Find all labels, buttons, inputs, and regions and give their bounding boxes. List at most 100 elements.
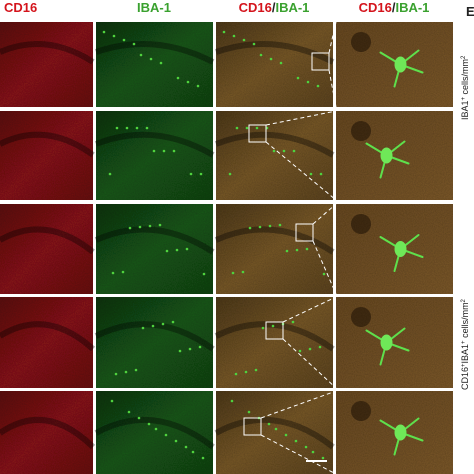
cell-dot [191, 450, 195, 454]
cell-dot [274, 427, 278, 431]
cell-dot [316, 84, 320, 88]
cell-dot [178, 349, 182, 353]
cell-dot [159, 61, 163, 65]
cell-dot [261, 326, 265, 330]
micrograph [0, 22, 93, 107]
zoom-line [260, 434, 337, 474]
cell-dot [185, 247, 189, 251]
tissue-layer [0, 321, 96, 352]
cell-dot [271, 324, 275, 328]
micrograph [96, 297, 213, 388]
cell-dot [162, 149, 166, 153]
microglia-body [380, 334, 393, 351]
cell-dot [278, 223, 282, 227]
zoom-line [312, 203, 337, 225]
cell-dot [319, 172, 323, 176]
cell-dot [291, 320, 295, 324]
zoom-box [311, 52, 330, 71]
axis-label: CD16+IBA1+ cells/mm2 [460, 298, 470, 390]
zoom-box [265, 321, 284, 340]
zoom-line [265, 141, 337, 201]
tissue-layer [214, 416, 335, 450]
tissue-layer [0, 41, 95, 65]
cell-dot [321, 456, 325, 460]
cell-dot [242, 38, 246, 42]
cell-dot [115, 126, 119, 130]
cell-dot [174, 439, 178, 443]
microglia-body [380, 147, 393, 164]
zoom-line [312, 240, 337, 295]
zoom-line [260, 390, 337, 419]
cell-dot [176, 76, 180, 80]
cell-dot [189, 172, 193, 176]
cell-dot [196, 84, 200, 88]
micrograph [96, 204, 213, 294]
cell-dot [171, 320, 175, 324]
cell-dot [254, 368, 258, 372]
cell-dot [279, 61, 283, 65]
cell-dot [161, 322, 165, 326]
cell-dot [186, 80, 190, 84]
microglia-body [394, 241, 407, 257]
cell-dot [102, 30, 106, 34]
cell-dot [202, 272, 206, 276]
micrograph [216, 111, 333, 200]
col-header: IBA-1 [137, 0, 171, 15]
cell-dot [132, 42, 136, 46]
microglia-body [394, 424, 407, 441]
tissue-layer [214, 321, 335, 352]
tissue-layer [94, 131, 215, 158]
cell-dot [164, 433, 168, 437]
cell-dot [305, 247, 309, 251]
cell-dot [152, 149, 156, 153]
micrograph [0, 204, 93, 294]
zoom-box [243, 417, 262, 436]
zoom-line [282, 338, 337, 389]
cell-dot [232, 34, 236, 38]
cell-dot [158, 223, 162, 227]
cell-dot [151, 324, 155, 328]
cell-dot [285, 249, 289, 253]
cell-dot [137, 416, 141, 420]
cell-dot [138, 225, 142, 229]
cell-dot [296, 76, 300, 80]
cell-dot [230, 399, 234, 403]
nucleus-shadow [351, 121, 371, 141]
cell-dot [222, 30, 226, 34]
cell-dot [139, 53, 143, 57]
micrograph [216, 22, 333, 107]
image-grid [0, 21, 453, 474]
tissue-layer [214, 226, 335, 255]
tissue-layer [94, 226, 215, 255]
cell-dot [247, 410, 251, 414]
cell-dot [111, 271, 115, 275]
cell-dot [172, 149, 176, 153]
cell-dot [149, 57, 153, 61]
micrograph [96, 391, 213, 474]
cell-dot [252, 42, 256, 46]
tissue-layer [95, 41, 215, 65]
cell-dot [112, 34, 116, 38]
cell-dot [244, 370, 248, 374]
nucleus-shadow [351, 214, 371, 234]
cell-dot [228, 172, 232, 176]
cell-dot [322, 272, 326, 276]
cell-dot [231, 271, 235, 275]
nucleus-shadow [351, 401, 371, 421]
tissue-layer [215, 41, 335, 65]
zoom-box [295, 223, 314, 242]
cell-dot [259, 53, 263, 57]
micrograph [216, 297, 333, 388]
cell-dot [269, 57, 273, 61]
cell-dot [147, 422, 151, 426]
micrograph [0, 391, 93, 474]
micrograph [0, 297, 93, 388]
cell-dot [141, 326, 145, 330]
cell-dot [234, 372, 238, 376]
tissue-layer [0, 226, 95, 255]
micrograph [216, 204, 333, 294]
col-header: CD16/IBA-1 [359, 0, 430, 15]
cell-dot [154, 427, 158, 431]
cell-dot [298, 349, 302, 353]
